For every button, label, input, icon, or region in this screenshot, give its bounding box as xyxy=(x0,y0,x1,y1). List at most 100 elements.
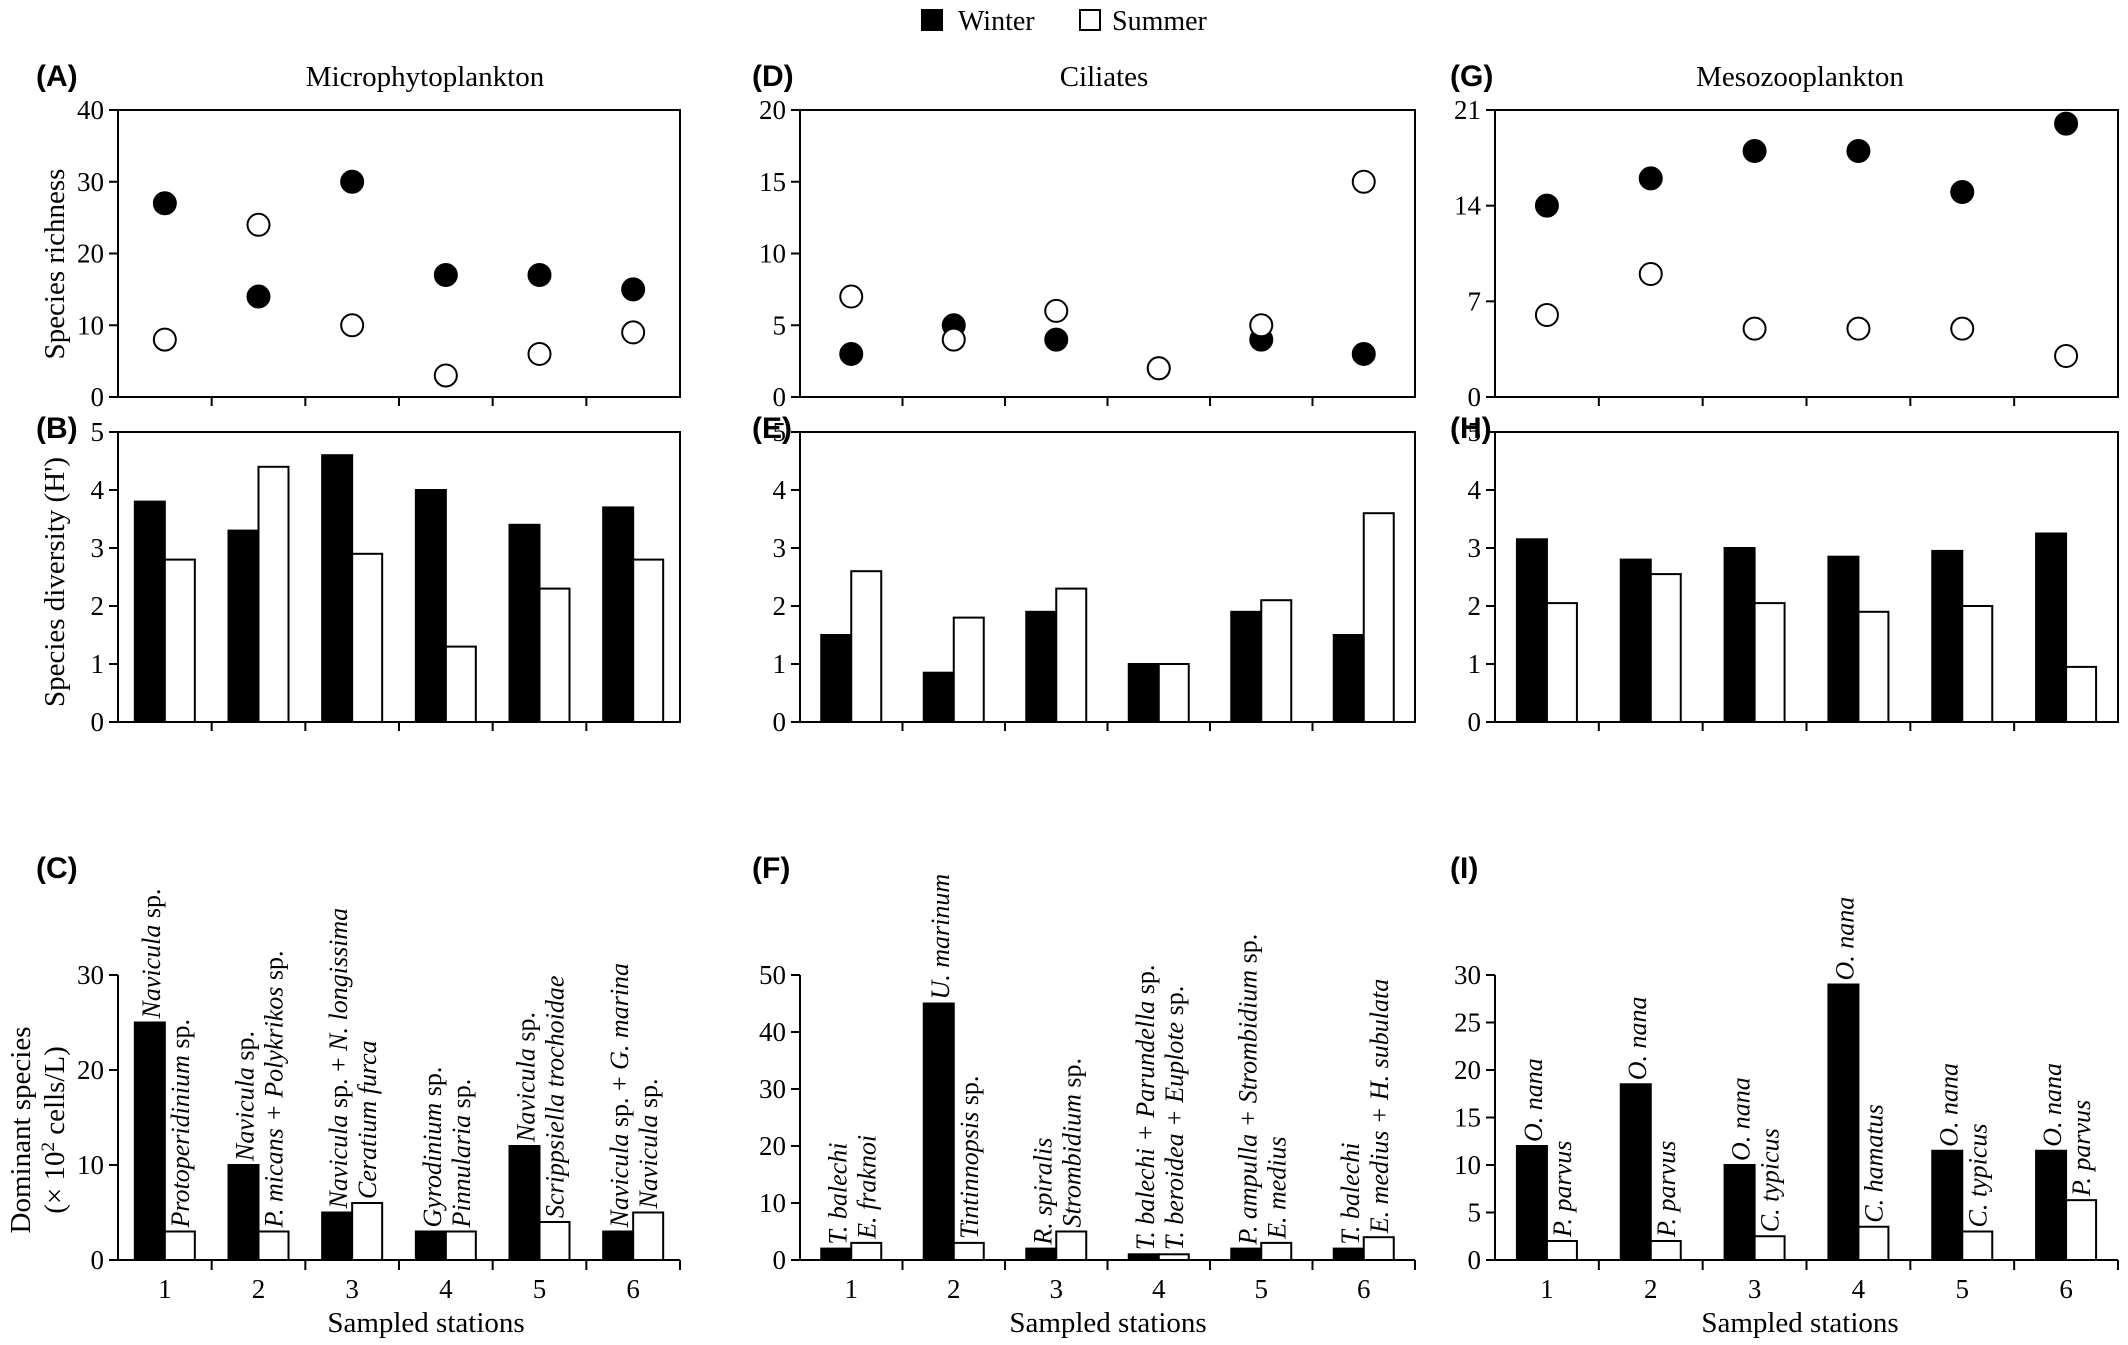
y-tick-label: 0 xyxy=(1468,707,1482,737)
summer-point xyxy=(340,313,365,338)
plots: 0102030400510152007142101234501234501234… xyxy=(77,95,2119,1304)
winter-bar xyxy=(1230,610,1263,723)
panel-letter-h: (H) xyxy=(1450,412,1492,445)
winter-bar xyxy=(922,671,955,724)
y-tick-label: 21 xyxy=(1454,95,1481,125)
y-tick-label: 25 xyxy=(1454,1008,1481,1038)
summer-bar xyxy=(2065,1199,2098,1262)
summer-bar xyxy=(2065,665,2098,724)
legend-winter-swatch xyxy=(921,9,943,31)
y-tick-label: 0 xyxy=(773,707,787,737)
winter-bar xyxy=(1723,1164,1756,1261)
winter-bar xyxy=(1723,547,1756,723)
y-tick-label: 4 xyxy=(1468,475,1482,505)
summer-bar xyxy=(1961,1230,1994,1261)
winter-bar xyxy=(1025,610,1058,723)
summer-bar xyxy=(1260,1241,1293,1262)
winter-bar xyxy=(1931,549,1964,724)
winter-bar xyxy=(602,1230,635,1261)
summer-bar xyxy=(1857,1225,1890,1261)
plot-frame xyxy=(117,109,681,398)
winter-dominant-label: T. balechi xyxy=(1336,1143,1365,1245)
winter-dominant-label: O. nana xyxy=(1623,996,1652,1080)
winter-point xyxy=(433,263,458,288)
winter-dominant-label: O. nana xyxy=(1934,1063,1963,1147)
xlabel-c: Sampled stations xyxy=(327,1307,524,1339)
summer-dominant-label: P. micans + Polykrikos sp. xyxy=(260,950,289,1228)
summer-dominant-label: P. parvus xyxy=(1652,1141,1681,1238)
y-tick-label: 10 xyxy=(77,310,104,340)
x-tick-label: 2 xyxy=(252,1274,266,1304)
winter-dominant-label: T. balechi + Parundella sp. xyxy=(1131,965,1160,1251)
summer-dominant-label: P. parvus xyxy=(1548,1141,1577,1238)
y-tick-label: 2 xyxy=(1468,591,1482,621)
y-tick-label: 10 xyxy=(1454,1150,1481,1180)
y-tick-label: 15 xyxy=(1454,1103,1481,1133)
y-tick-label: 0 xyxy=(91,707,105,737)
summer-point xyxy=(433,363,458,388)
summer-bar xyxy=(538,587,571,723)
y-tick-label: 0 xyxy=(1468,382,1482,412)
summer-dominant-label: Ceratium furca xyxy=(353,1040,382,1199)
winter-bar xyxy=(1127,663,1160,723)
panel-e: 0 1 2 3 4 5 xyxy=(773,417,1416,737)
panel-letter-d: (D) xyxy=(752,60,794,93)
winter-bar xyxy=(820,1247,853,1261)
summer-bar xyxy=(257,1230,290,1261)
y-tick-label: 10 xyxy=(759,1188,786,1218)
plot-frame xyxy=(799,109,1416,398)
winter-point xyxy=(246,284,271,309)
summer-bar xyxy=(850,1241,883,1262)
panel-g: 0 7 14 21 xyxy=(1454,95,2119,412)
winter-bar xyxy=(1827,983,1860,1261)
y-tick-label: 0 xyxy=(1468,1245,1482,1275)
summer-dominant-label: C. typicus xyxy=(1756,1128,1785,1232)
summer-bar xyxy=(444,1230,477,1261)
x-tick-label: 6 xyxy=(626,1274,640,1304)
summer-bar xyxy=(632,1211,665,1261)
x-tick-label: 6 xyxy=(2059,1274,2073,1304)
panel-letter-g: (G) xyxy=(1450,60,1493,93)
title-ciliates: Ciliates xyxy=(1060,61,1149,93)
x-tick-label: 1 xyxy=(845,1274,859,1304)
panel-letter-a: (A) xyxy=(36,60,78,93)
winter-bar xyxy=(1515,538,1548,723)
y-tick-label: 50 xyxy=(759,960,786,990)
plot-frame xyxy=(1494,109,2119,398)
y-tick-label: 40 xyxy=(77,95,104,125)
ylabel-richness: Species richness xyxy=(39,169,71,360)
ylabel-diversity: Species diversity (H') xyxy=(39,457,71,707)
panel-letter-i: (I) xyxy=(1450,852,1478,885)
panel-d: 0 5 10 15 20 xyxy=(759,95,1416,412)
plot-frame xyxy=(799,431,1416,723)
plot-frame xyxy=(1494,431,2119,723)
summer-bar xyxy=(163,1230,196,1261)
summer-bar xyxy=(1362,512,1395,724)
legend: Winter Summer xyxy=(921,6,1208,37)
winter-bar xyxy=(1827,555,1860,724)
title-mesozooplankton: Mesozooplankton xyxy=(1696,61,1904,93)
y-tick-label: 20 xyxy=(759,1131,786,1161)
summer-bar xyxy=(1157,663,1190,723)
summer-point xyxy=(246,212,271,237)
summer-bar xyxy=(1649,1240,1682,1261)
summer-dominant-label: C. hamatus xyxy=(1859,1104,1888,1222)
y-tick-label: 20 xyxy=(1454,1055,1481,1085)
y-tick-label: 0 xyxy=(773,1245,787,1275)
summer-dominant-label: T. beroidea + Euplote sp. xyxy=(1160,986,1189,1251)
summer-point xyxy=(1351,169,1376,194)
winter-bar xyxy=(1127,1253,1160,1262)
y-tick-label: 10 xyxy=(759,239,786,269)
winter-point xyxy=(2054,111,2079,136)
winter-point xyxy=(621,277,646,302)
winter-dominant-label: Navicula sp. + N. longissima xyxy=(324,908,353,1210)
x-tick-label: 5 xyxy=(533,1274,547,1304)
summer-dominant-label: Strombidium sp. xyxy=(1057,1058,1086,1228)
winter-dominant-label: P. ampulla + Strombidium sp. xyxy=(1233,934,1262,1246)
panel-h: 0 1 2 3 4 5 xyxy=(1468,417,2119,737)
summer-dominant-label: E. medius xyxy=(1262,1136,1291,1240)
y-tick-label: 3 xyxy=(91,533,105,563)
panel-b: 0 1 2 3 4 5 xyxy=(91,417,681,737)
